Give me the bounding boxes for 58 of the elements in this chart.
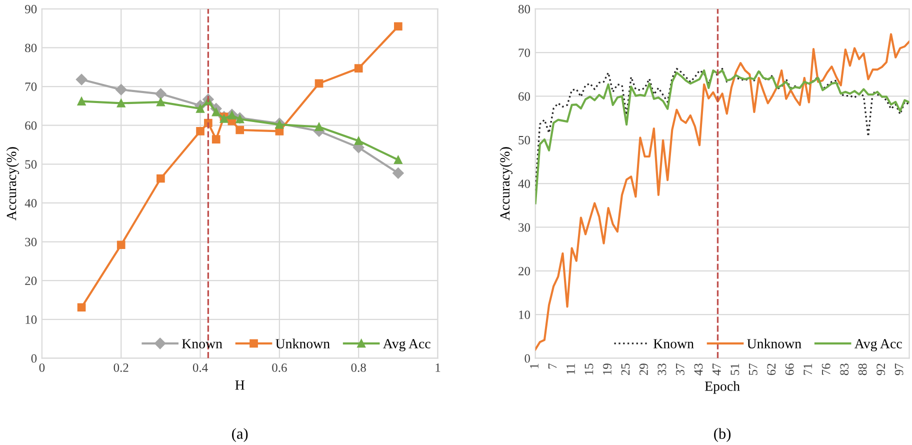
x-tick-label: 19 <box>603 364 612 374</box>
x-tick-label: 0.4 <box>192 363 208 372</box>
y-tick-label: 0 <box>524 354 530 363</box>
x-tick-label: 0.2 <box>114 363 128 372</box>
legend-label: Avg Acc <box>854 339 902 352</box>
y-tick-label: 50 <box>518 136 530 144</box>
legend-label: Unknown <box>276 338 330 348</box>
x-tick-label: 43 <box>694 364 703 376</box>
x-tick-label: 11 <box>566 364 575 374</box>
x-tick-label: 76 <box>822 363 830 375</box>
y-tick-label: 30 <box>25 238 37 246</box>
y-tick-label: 0 <box>31 354 37 363</box>
y-tick-label: 20 <box>25 276 37 286</box>
y-tick-label: 40 <box>518 180 530 188</box>
y-tick-label: 70 <box>25 82 37 91</box>
y-tick-label: 10 <box>26 315 37 324</box>
x-tick-label: 37 <box>676 363 684 375</box>
y-tick-label: 30 <box>518 223 530 232</box>
x-tick-label: 66 <box>785 363 794 376</box>
x-tick-label: 1 <box>530 364 538 368</box>
x-tick-label: 7 <box>548 363 557 369</box>
x-tick-label: 25 <box>621 364 630 376</box>
x-tick-label: 47 <box>712 363 721 376</box>
x-axis-title: H <box>235 380 244 390</box>
x-tick-label: 29 <box>640 364 648 376</box>
x-tick-label: 62 <box>767 364 776 376</box>
x-tick-label: 83 <box>840 364 849 376</box>
x-tick-label: 92 <box>876 364 886 376</box>
legend-label: Known <box>654 339 694 348</box>
y-tick-label: 70 <box>518 48 530 58</box>
y-tick-label: 80 <box>518 4 530 14</box>
x-tick-label: 71 <box>804 364 812 375</box>
y-tick-label: 20 <box>518 266 530 276</box>
x-tick-label: 15 <box>584 364 594 374</box>
x-tick-label: 33 <box>658 364 666 375</box>
y-tick-label: 80 <box>25 44 37 52</box>
y-axis-title: Accuracy(%) <box>500 147 512 220</box>
x-tick-label: 0.8 <box>351 363 366 372</box>
y-tick-label: 60 <box>518 92 530 101</box>
y-tick-label: 10 <box>519 310 530 320</box>
x-tick-label: 0 <box>39 363 45 372</box>
x-tick-label: 97 <box>894 363 904 376</box>
legend-label: Avg Acc <box>382 339 430 352</box>
x-axis-title: Epoch <box>704 381 740 394</box>
text: (a) <box>232 428 248 442</box>
x-tick-label: 88 <box>858 364 867 376</box>
x-tick-label: 1 <box>436 364 440 372</box>
text: (b) <box>714 428 731 442</box>
legend-label: Unknown <box>747 338 802 348</box>
y-axis-title: Accuracy(%) <box>6 147 20 220</box>
y-tick-label: 40 <box>24 198 37 208</box>
legend-label: Known <box>182 339 222 348</box>
x-tick-label: 51 <box>730 364 740 375</box>
y-tick-label: 50 <box>25 160 37 169</box>
y-tick-label: 60 <box>25 121 37 130</box>
y-tick-label: 90 <box>24 4 37 14</box>
x-tick-label: 0.6 <box>272 363 287 372</box>
x-tick-label: 57 <box>749 363 758 375</box>
